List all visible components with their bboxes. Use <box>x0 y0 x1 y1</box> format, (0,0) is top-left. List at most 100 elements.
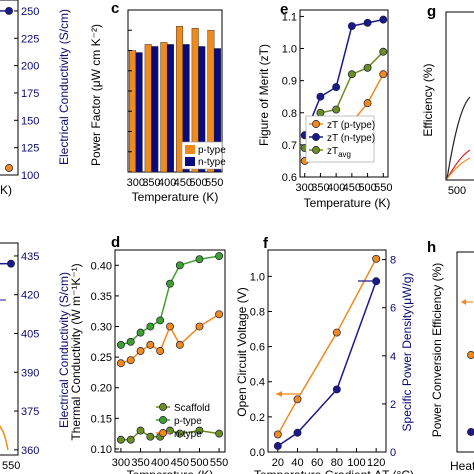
y-tick-label: 0.30 <box>91 322 112 334</box>
panel-letter: f <box>263 235 269 252</box>
data-point <box>332 328 341 337</box>
x-axis-label: Temperature (K) <box>127 468 214 474</box>
panel-a-partial: 100 125 150 175 200 225 250 Electrical Conducti… <box>0 0 71 197</box>
y2-tick-label: 8 <box>390 255 396 267</box>
y-tick-label: 0.6 <box>250 342 265 354</box>
series-line <box>0 425 9 451</box>
x-tick-label: 450 <box>171 457 189 469</box>
x-tick-label: 80 <box>331 457 343 469</box>
data-point <box>156 347 165 355</box>
series-line <box>446 96 471 180</box>
x-tick-label: 300 <box>296 182 314 194</box>
x-axis-label: Temperature Gradient ΔT (°C) <box>254 468 414 474</box>
x-tick-label: 100 <box>347 457 365 469</box>
y-tick-label: 0.6 <box>282 172 297 184</box>
y-tick-label: 150 <box>21 115 39 127</box>
data-point <box>156 316 165 325</box>
y-tick-label: 0.8 <box>282 108 297 120</box>
panel-letter: c <box>111 0 119 17</box>
bar <box>151 46 159 173</box>
data-point <box>316 92 325 101</box>
data-point <box>293 395 302 404</box>
data-point <box>363 99 372 108</box>
plot-frame <box>0 242 19 456</box>
x-tick-label: 400 <box>151 457 169 469</box>
data-point <box>215 429 224 438</box>
data-point <box>379 70 388 79</box>
series-line <box>446 157 471 180</box>
panel-letter: e <box>280 1 288 18</box>
axis-arrow-head <box>461 299 466 305</box>
x-tick-label: 120 <box>367 457 385 469</box>
y-axis-label: Open Circuit Voltage (V) <box>235 287 249 416</box>
x-axis-label: K) <box>0 183 12 197</box>
legend-label: zTavg <box>327 146 351 159</box>
x-tick-label: 300 <box>112 457 130 469</box>
y-tick-label: 0.20 <box>91 383 112 395</box>
y-tick-label: 0.4 <box>250 377 265 389</box>
panel-d: d 300 350 400 450 500 550 0.10 0.15 0.20 0.25 0.30 0… <box>69 234 228 474</box>
legend-marker <box>159 416 167 424</box>
x-tick-label: 60 <box>311 457 323 469</box>
data-point <box>175 429 184 438</box>
y-tick-label: 375 <box>21 406 39 418</box>
plot-frame <box>445 11 474 181</box>
x-tick-label: 350 <box>311 182 329 194</box>
y-tick-label: 0.40 <box>91 260 112 272</box>
y-axis-label: Electrical Conductivity (S/cm) <box>57 272 71 428</box>
data-point <box>347 70 356 79</box>
bar <box>182 44 190 173</box>
bar <box>166 44 174 173</box>
legend-label: p-type <box>174 416 202 427</box>
bar <box>198 46 206 173</box>
legend-swatch <box>185 157 195 166</box>
y-axis-label: Figure of Merit (zT) <box>257 44 271 146</box>
x-tick-label: 500 <box>358 182 376 194</box>
panel-f: f 20 40 60 80 100 120 0.0 0.2 0.4 0.6 0.8 1.0 0 2 4 6 8 Op… <box>235 235 414 474</box>
x-tick-label: 350 <box>131 457 149 469</box>
y-axis-label: Power Conversion Efficiency (%) <box>430 263 444 438</box>
y-tick-label: 0.7 <box>282 140 297 152</box>
y-tick-label: 200 <box>21 61 39 73</box>
bar <box>213 48 221 173</box>
series-line <box>120 255 220 346</box>
legend-label: zT (n-type) <box>327 133 375 144</box>
legend-label: n-type <box>198 157 226 168</box>
data-point <box>467 428 474 436</box>
panel-letter: g <box>427 3 436 20</box>
y-tick-label: 1.0 <box>250 271 265 283</box>
data-point <box>136 426 145 435</box>
data-point <box>116 435 125 444</box>
y-tick-label: 100 <box>21 170 39 182</box>
bar <box>135 52 143 173</box>
y-tick-label: 0.8 <box>250 306 265 318</box>
plot-frame <box>456 251 474 453</box>
data-point <box>195 426 204 435</box>
legend-marker <box>312 146 320 154</box>
data-point <box>379 15 388 24</box>
x-tick-label: 500 <box>448 185 466 197</box>
x-axis-label: Temperature (K) <box>304 196 391 210</box>
y2-tick-label: 2 <box>390 399 396 411</box>
y-tick-label: 0.10 <box>91 444 112 456</box>
data-point <box>175 340 184 349</box>
y-tick-label: 225 <box>21 33 39 45</box>
data-point <box>5 6 13 15</box>
data-point <box>215 252 224 261</box>
x-tick-label: 350 <box>142 177 160 189</box>
data-point <box>379 47 388 56</box>
x-tick-label: 550 <box>374 182 392 194</box>
x-tick-label: 300 <box>127 177 145 189</box>
data-point <box>372 254 381 263</box>
series-line <box>277 281 377 447</box>
data-point <box>166 279 174 288</box>
x-tick-label: 500 <box>189 177 207 189</box>
legend-label: Scaffold <box>174 403 210 414</box>
x-tick-label: 450 <box>174 177 192 189</box>
bar <box>144 44 152 173</box>
axis-arrow-head <box>276 391 282 397</box>
data-point <box>126 435 135 444</box>
y-tick-label: 0.2 <box>250 412 265 424</box>
